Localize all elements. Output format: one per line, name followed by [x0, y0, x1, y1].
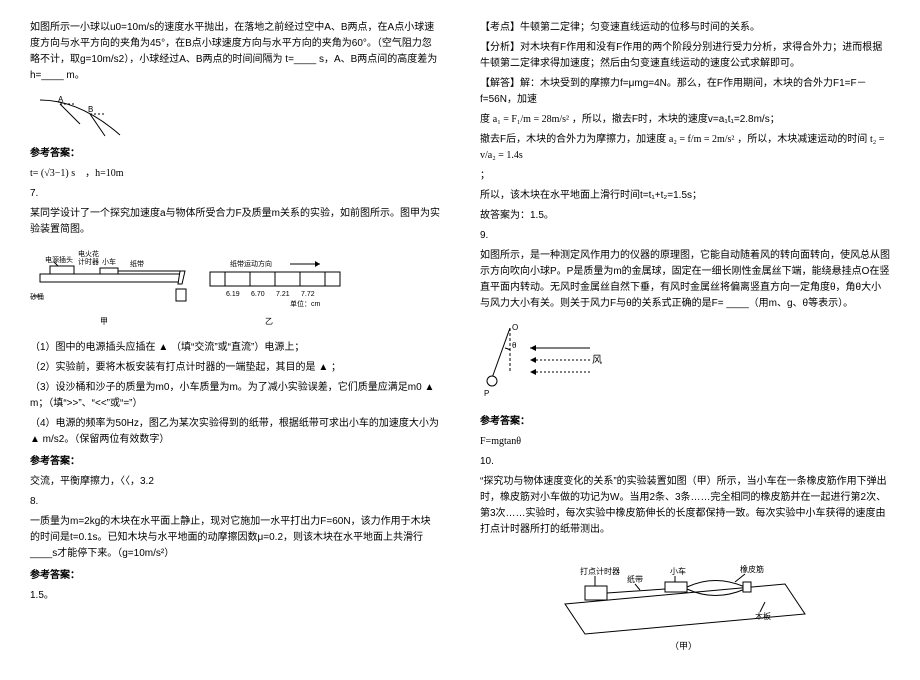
svg-text:打点计时器: 打点计时器: [580, 566, 620, 576]
answer-label-1: 参考答案：: [30, 146, 440, 162]
p4b: ，所以，木块减速运动的时间: [737, 134, 870, 145]
sqrt-expr: (√3−1): [41, 168, 69, 179]
analysis: 【分析】对木块有F作用和没有F作用的两个阶段分别进行受力分析，求得合外力；进而根…: [480, 40, 890, 72]
q7d: （4）电源的频率为50Hz，图乙为某次实验得到的纸带，根据纸带可求出小车的加速度…: [30, 416, 440, 448]
svg-text:P: P: [484, 389, 489, 398]
q8-number: 8.: [30, 494, 440, 510]
svg-text:7.21: 7.21: [276, 291, 290, 298]
trajectory-diagram: A B: [30, 90, 440, 140]
svg-text:计时器: 计时器: [78, 257, 99, 266]
svg-text:风: 风: [592, 354, 602, 366]
q9-answer: F=mgtanθ: [480, 434, 890, 450]
q9-number: 9.: [480, 228, 890, 244]
ans1b: s: [71, 168, 75, 179]
svg-text:乙: 乙: [265, 317, 273, 326]
svg-text:甲: 甲: [100, 317, 108, 326]
topic: 【考点】牛顿第二定律；匀变速直线运动的位移与时间的关系。: [480, 20, 890, 36]
left-column: 如图所示一小球以u0=10m/s的速度水平抛出，在落地之前经过空中A、B两点，在…: [30, 20, 440, 660]
answer-label-3: 参考答案：: [30, 568, 440, 584]
solve-1: 【解答】解：木块受到的摩擦力f=μmg=4N。那么，在F作用期间，木块的合外力F…: [480, 76, 890, 108]
p3b-suffix: ，所以，撤去F时，木块的速度v=a₁t₁=2.8m/s；: [572, 114, 780, 125]
svg-text:A: A: [58, 95, 64, 104]
svg-text:电源插头: 电源插头: [45, 255, 73, 264]
answer-1: t= (√3−1) s ，h=10m: [30, 166, 440, 182]
svg-text:纸带: 纸带: [130, 259, 144, 268]
svg-text:电火花: 电火花: [78, 249, 99, 258]
apparatus-diagram: 电源插头 电火花 计时器 小车 纸带 砂桶 甲 纸带运动方向 6.19: [30, 244, 440, 334]
q8-text: 一质量为m=2kg的木块在水平面上静止，现对它施加一水平打出力F=60N，该力作…: [30, 514, 440, 562]
q7-number: 7.: [30, 186, 440, 202]
svg-text:7.72: 7.72: [301, 291, 315, 298]
q7-text: 某同学设计了一个探究加速度a与物体所受合力F及质量m关系的实验，如前图所示。图甲…: [30, 206, 440, 238]
wind-pendulum-diagram: O θ P 风: [480, 318, 890, 408]
q7c: （3）设沙桶和沙子的质量为m0，小车质量为m。为了减小实验误差，它们质量应满足m…: [30, 380, 440, 412]
solve-6: 故答案为：1.5。: [480, 208, 890, 224]
svg-text:θ: θ: [512, 341, 517, 350]
q7b: （2）实验前，要将木板安装有打点计时器的一端垫起，其目的是 ▲ ；: [30, 360, 440, 376]
svg-text:B: B: [88, 105, 93, 114]
solve-2: 度 a₁ = F₁/m = 28m/s² ，所以，撤去F时，木块的速度v=a₁t…: [480, 112, 890, 128]
formula-a1: a₁ = F₁/m = 28m/s²: [493, 114, 569, 125]
solve-4: ；: [480, 168, 890, 184]
solve-5: 所以，该木块在水平地面上滑行时间t=t₁+t₂=1.5s；: [480, 188, 890, 204]
svg-text:O: O: [512, 323, 518, 332]
svg-text:小车: 小车: [102, 257, 116, 266]
svg-text:6.70: 6.70: [251, 291, 265, 298]
q6-text: 如图所示一小球以u0=10m/s的速度水平抛出，在落地之前经过空中A、B两点，在…: [30, 20, 440, 84]
q10-text: “探究功与物体速度变化的关系”的实验装置如图（甲）所示，当小车在一条橡皮筋作用下…: [480, 474, 890, 538]
solve-3: 撤去F后，木块的合外力为摩擦力，加速度 a₂ = f/m = 2m/s² ，所以…: [480, 132, 890, 164]
svg-text:（甲）: （甲）: [670, 641, 697, 651]
p3b-prefix: 度: [480, 114, 493, 125]
ans1c: ，h=10m: [85, 168, 123, 179]
p4a: 撤去F后，木块的合外力为摩擦力，加速度: [480, 134, 666, 145]
svg-text:小车: 小车: [670, 566, 686, 576]
svg-text:纸带: 纸带: [627, 574, 643, 584]
svg-text:木板: 木板: [755, 611, 771, 621]
q7-answer: 交流，平衡摩擦力，〈〈，3.2: [30, 474, 440, 490]
answer-label-4: 参考答案：: [480, 414, 890, 430]
q7a: （1）图中的电源插头应插在 ▲ （填“交流”或“直流”）电源上；: [30, 340, 440, 356]
answer-label-2: 参考答案：: [30, 454, 440, 470]
q8-answer: 1.5。: [30, 588, 440, 604]
svg-text:单位：cm: 单位：cm: [290, 299, 320, 308]
svg-text:纸带运动方向: 纸带运动方向: [230, 259, 272, 268]
svg-text:橡皮筋: 橡皮筋: [740, 564, 764, 574]
formula-a2: a₂ = f/m = 2m/s²: [669, 134, 735, 145]
svg-text:6.19: 6.19: [226, 291, 240, 298]
q10-number: 10.: [480, 454, 890, 470]
q9-text: 如图所示，是一种测定风作用力的仪器的原理图，它能自动随着风的转向面转向，使风总从…: [480, 248, 890, 312]
ans1a: t=: [30, 168, 38, 179]
cart-rubber-diagram: 打点计时器 纸带 小车 橡皮筋 木板 （甲）: [480, 544, 890, 654]
right-column: 【考点】牛顿第二定律；匀变速直线运动的位移与时间的关系。 【分析】对木块有F作用…: [480, 20, 890, 660]
